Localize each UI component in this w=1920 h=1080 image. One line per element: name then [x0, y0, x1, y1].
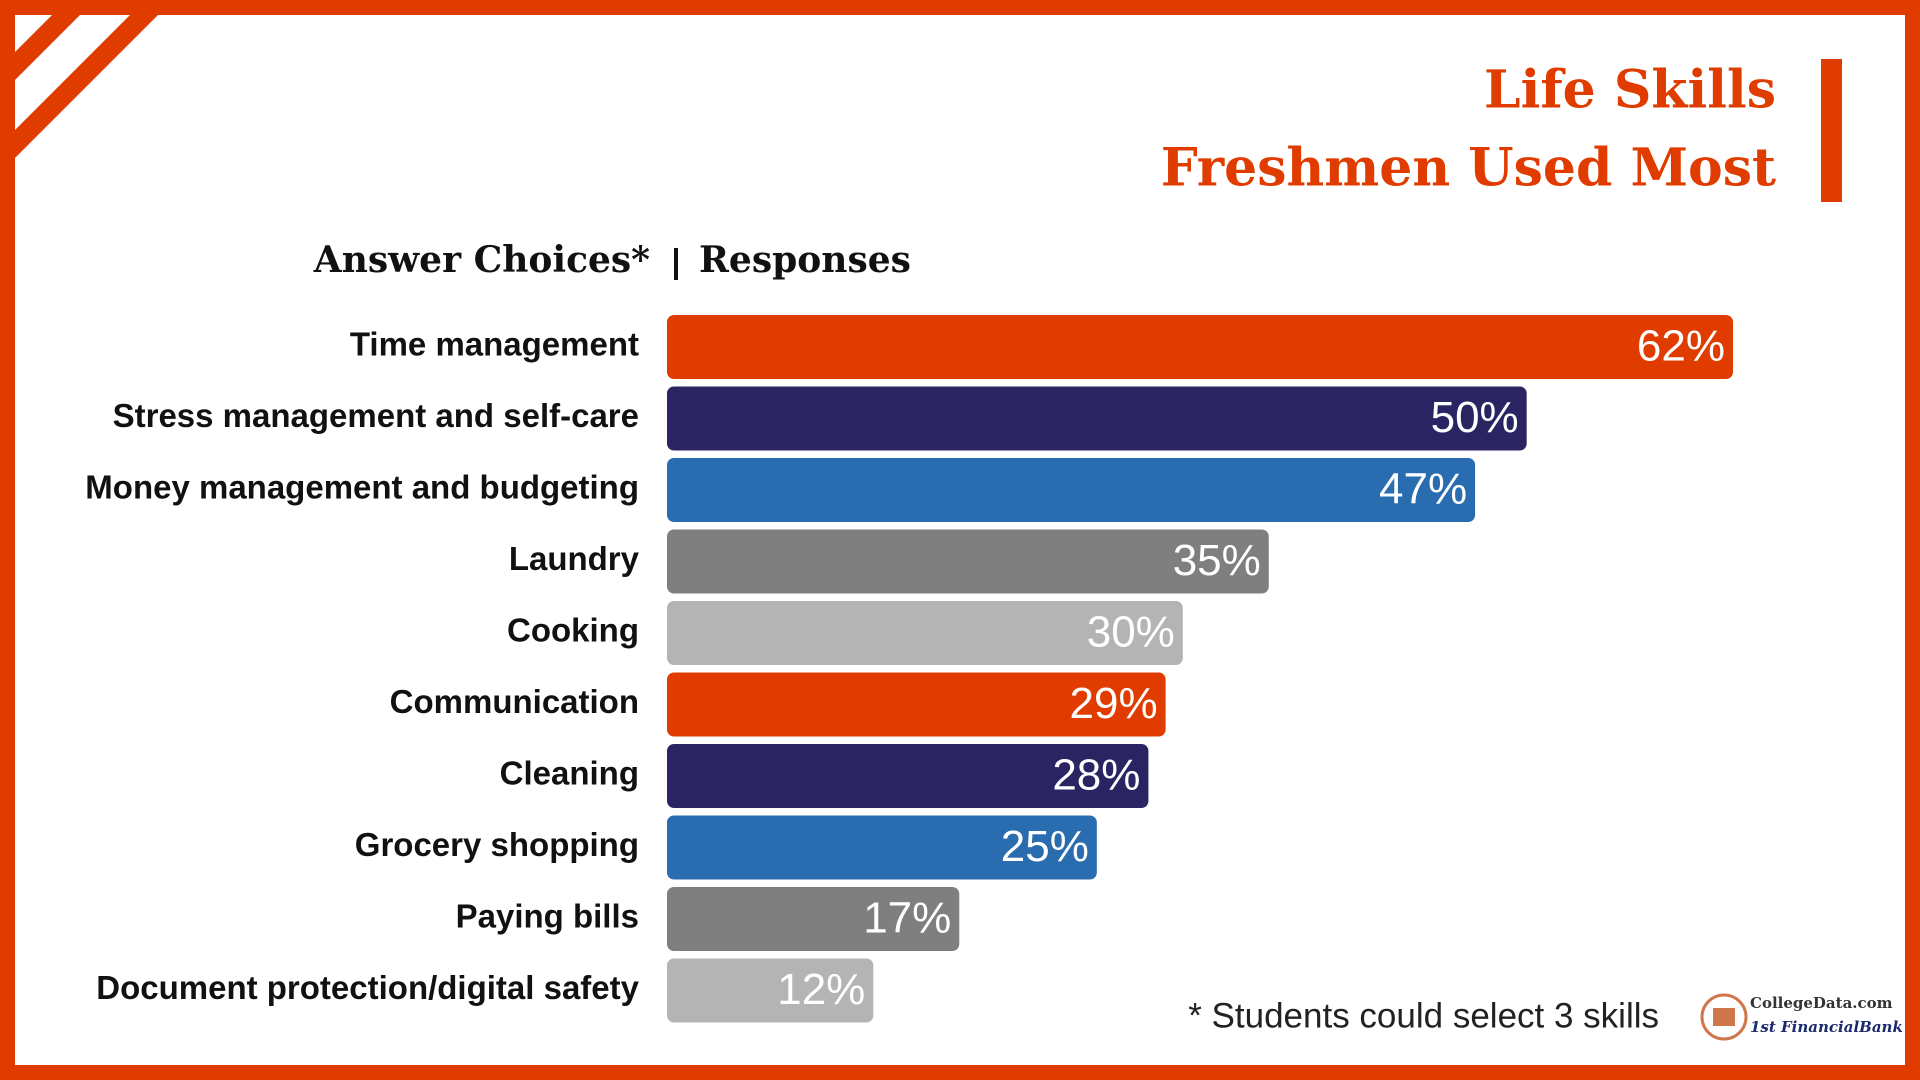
bar — [667, 744, 1149, 808]
bar — [667, 672, 1166, 737]
footnote: * Students could select 3 skills — [1188, 996, 1659, 1035]
bar — [667, 887, 960, 951]
y-axis-label: Answer Choices* — [313, 239, 650, 281]
bar — [667, 386, 1527, 451]
y-tick-label: Stress management and self-care — [113, 397, 639, 434]
logo-name: CollegeData.com — [1750, 994, 1893, 1012]
y-tick-label: Cooking — [507, 612, 639, 649]
value-label: 25% — [1001, 822, 1089, 871]
y-tick-label: Document protection/digital safety — [96, 969, 639, 1006]
value-label: 29% — [1070, 679, 1158, 728]
bar — [667, 315, 1733, 379]
y-tick-label: Cleaning — [500, 755, 639, 792]
x-axis-label: Responses — [699, 239, 911, 281]
title-accent — [1821, 59, 1842, 202]
bar — [667, 958, 874, 1023]
y-tick-label: Laundry — [509, 540, 640, 577]
y-tick-label: Grocery shopping — [355, 826, 639, 863]
corner-stripes — [15, 15, 158, 158]
value-label: 47% — [1379, 465, 1467, 514]
bar — [667, 815, 1097, 880]
chart-subtitle: Freshmen Used Most — [1161, 138, 1776, 199]
value-label: 28% — [1052, 751, 1140, 800]
value-label: 50% — [1431, 393, 1519, 442]
value-label: 35% — [1173, 536, 1261, 585]
y-tick-label: Money management and budgeting — [85, 469, 639, 506]
value-label: 30% — [1087, 608, 1175, 657]
chart-title: Life Skills — [1484, 60, 1776, 121]
value-label: 62% — [1637, 322, 1725, 371]
y-tick-label: Communication — [390, 683, 639, 720]
logo-sponsor: 1st FinancialBank — [1750, 1018, 1903, 1036]
bar — [667, 601, 1183, 665]
bar — [667, 458, 1476, 522]
value-label: 17% — [863, 894, 951, 943]
value-label: 12% — [777, 965, 865, 1014]
logo: CollegeData.com 1st FinancialBank — [1700, 993, 1903, 1041]
y-tick-label: Time management — [350, 326, 639, 363]
bar — [667, 529, 1269, 594]
y-tick-label: Paying bills — [456, 898, 639, 935]
